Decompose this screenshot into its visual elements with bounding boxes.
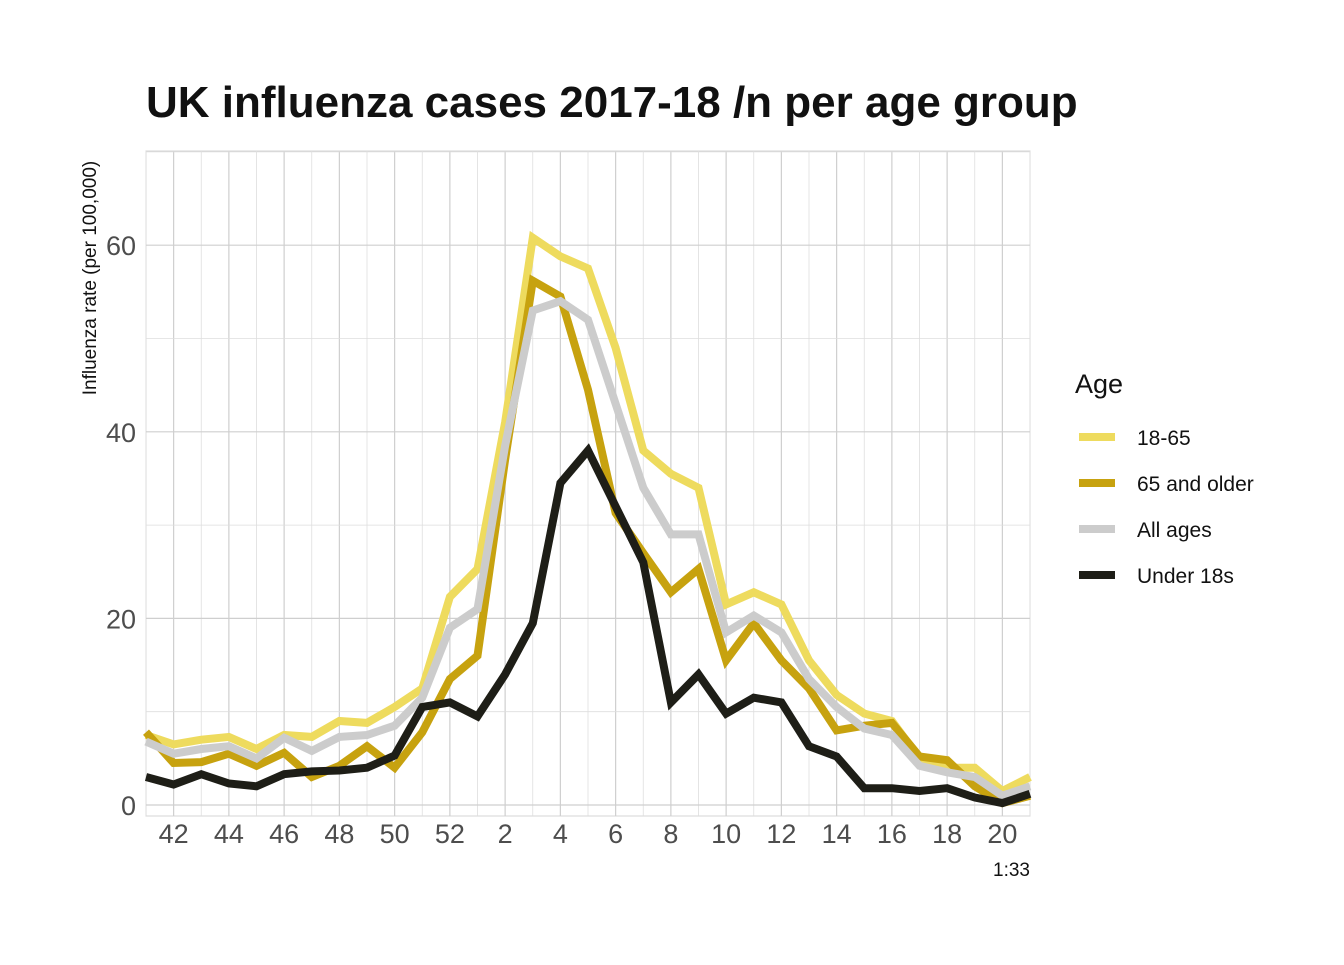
chart-title: UK influenza cases 2017-18 /n per age gr…	[146, 78, 1078, 127]
x-tick-label: 10	[711, 819, 741, 849]
y-axis: 0 20 40 60	[106, 231, 136, 821]
x-tick-label: 18	[932, 819, 962, 849]
grid-lines	[145, 151, 1031, 816]
series-line-under-18s	[144, 443, 1032, 808]
y-tick-label: 20	[106, 604, 136, 634]
x-tick-label: 14	[822, 819, 852, 849]
series-layer	[143, 230, 1032, 808]
x-tick-label: 8	[663, 819, 678, 849]
x-tick-label: 2	[498, 819, 513, 849]
x-tick-label: 50	[380, 819, 410, 849]
series-line-18-65	[144, 230, 1032, 796]
series-line-65-and-older	[143, 274, 1032, 808]
legend-label: 65 and older	[1137, 473, 1254, 496]
x-tick-label: 48	[324, 819, 354, 849]
x-tick-label: 20	[987, 819, 1017, 849]
y-axis-title: Influenza rate (per 100,000)	[80, 161, 101, 396]
y-tick-label: 0	[121, 791, 136, 821]
x-tick-label: 52	[435, 819, 465, 849]
legend: 18-65 65 and older All ages Under 18s	[1079, 427, 1254, 588]
x-tick-label: 4	[553, 819, 568, 849]
x-tick-label: 46	[269, 819, 299, 849]
x-tick-label: 44	[214, 819, 244, 849]
x-tick-label: 12	[766, 819, 796, 849]
y-tick-label: 40	[106, 418, 136, 448]
legend-label: 18-65	[1137, 427, 1191, 450]
x-tick-label: 42	[159, 819, 189, 849]
legend-label: Under 18s	[1137, 565, 1234, 588]
legend-title: Age	[1075, 369, 1123, 399]
x-tick-label: 6	[608, 819, 623, 849]
legend-label: All ages	[1137, 519, 1212, 542]
y-tick-label: 60	[106, 231, 136, 261]
x-axis: 42 44 46 48 50 52 2 4 6 8 10 12 14 16 18 20	[159, 819, 1018, 849]
x-tick-label: 16	[877, 819, 907, 849]
series-line-all-ages	[144, 296, 1032, 801]
chart-caption: 1:33	[993, 860, 1030, 881]
